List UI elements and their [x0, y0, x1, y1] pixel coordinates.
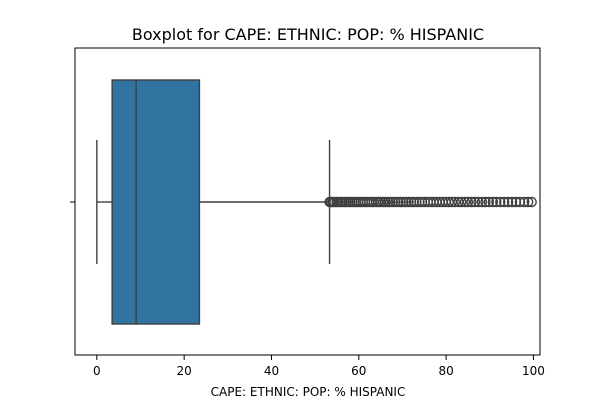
outlier-point: [487, 196, 499, 208]
outlier-point: [498, 196, 510, 208]
outlier-point: [392, 196, 404, 208]
outlier-point: [380, 196, 391, 208]
x-axis-ticks: 0 20 40 60 80 100: [93, 355, 545, 378]
outlier-point: [449, 196, 461, 208]
outlier-point: [400, 196, 412, 208]
outlier-point: [473, 196, 484, 208]
outlier-point: [476, 196, 488, 208]
iqr-box: [111, 79, 201, 325]
outlier-point: [480, 196, 491, 208]
outlier-point: [462, 196, 474, 208]
outlier-point: [514, 196, 526, 208]
outlier-point: [526, 196, 537, 208]
x-tick-label: 100: [522, 364, 545, 378]
outlier-point: [506, 196, 518, 208]
outlier-point: [405, 196, 417, 208]
outlier-point: [408, 196, 420, 208]
x-tick-label: 0: [93, 364, 101, 378]
outlier-point: [466, 196, 477, 208]
x-tick-label: 80: [438, 364, 453, 378]
x-tick-label: 20: [177, 364, 192, 378]
x-tick-label: 40: [264, 364, 279, 378]
outlier-point: [469, 196, 481, 208]
outlier-point: [483, 196, 495, 208]
x-tick-label: 60: [351, 364, 366, 378]
outlier-point: [510, 196, 522, 208]
outlier-point: [385, 196, 396, 208]
outlier-point: [523, 196, 534, 208]
outlier-point: [416, 196, 428, 208]
outlier-point: [395, 196, 406, 208]
chart-title: Boxplot for CAPE: ETHNIC: POP: % HISPANI…: [132, 25, 484, 44]
outlier-point: [502, 196, 514, 208]
outlier-point: [495, 196, 506, 208]
outlier-point: [403, 196, 414, 208]
outlier-point: [387, 196, 399, 208]
outlier-point: [398, 196, 409, 208]
outlier-point: [519, 196, 530, 208]
outlier-point: [459, 196, 471, 208]
outlier-point: [390, 196, 401, 208]
outlier-point: [414, 196, 425, 208]
x-axis-label: CAPE: ETHNIC: POP: % HISPANIC: [211, 385, 406, 399]
outlier-point: [456, 196, 467, 208]
plot-marks: [96, 79, 537, 325]
outlier-point: [491, 196, 502, 208]
outlier-point: [411, 196, 422, 208]
